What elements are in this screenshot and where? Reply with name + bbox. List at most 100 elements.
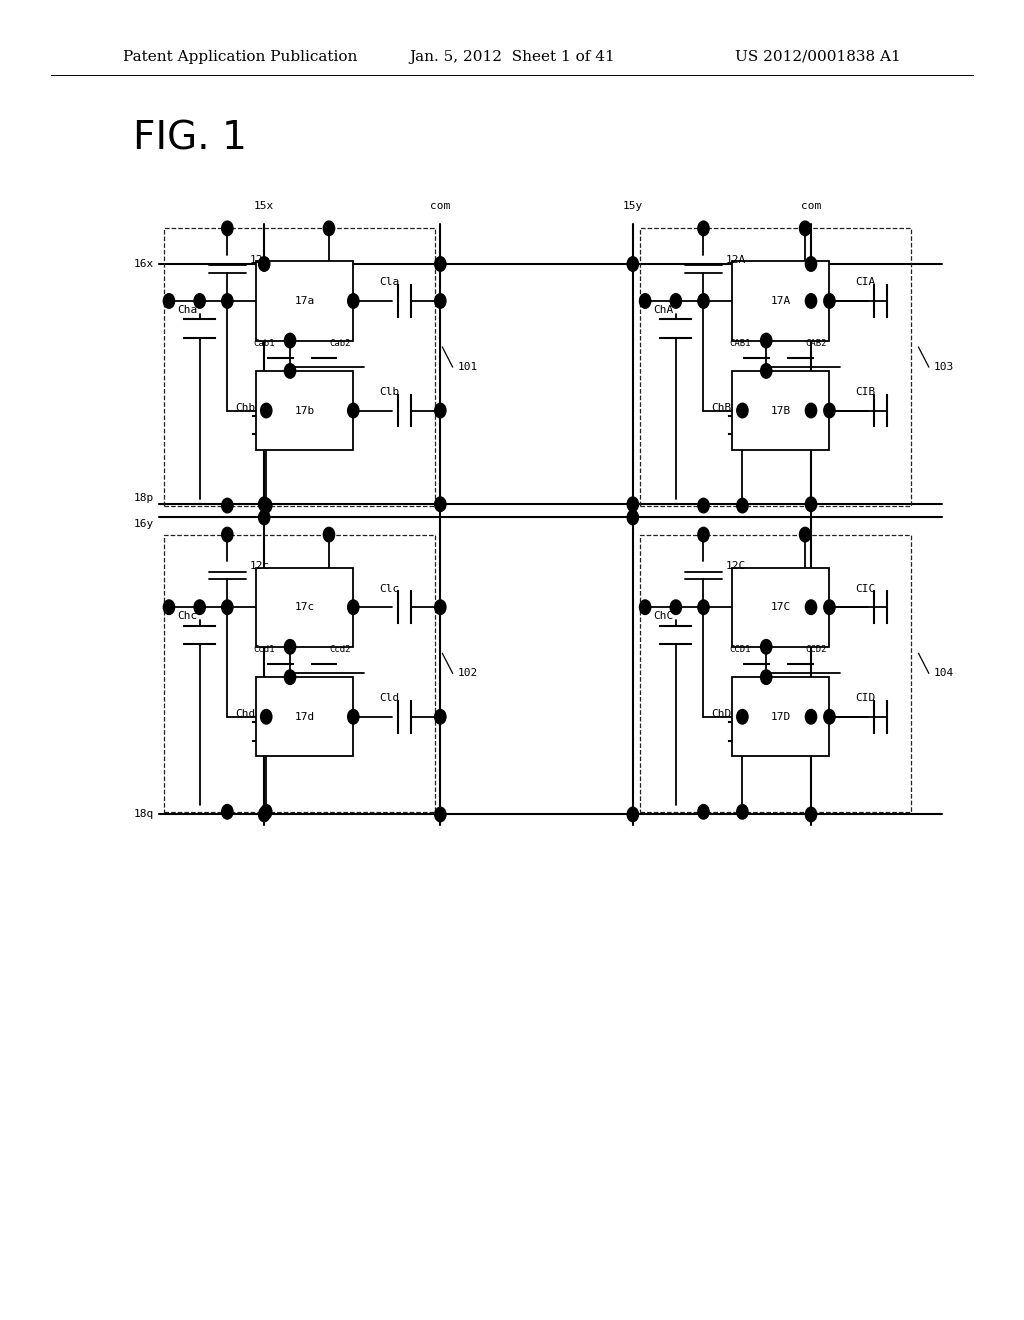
Circle shape xyxy=(195,293,205,308)
Circle shape xyxy=(671,599,682,614)
Text: Clc: Clc xyxy=(379,583,399,594)
Bar xyxy=(732,261,829,341)
Circle shape xyxy=(737,710,748,725)
Text: Jan. 5, 2012  Sheet 1 of 41: Jan. 5, 2012 Sheet 1 of 41 xyxy=(410,50,614,63)
Text: 102: 102 xyxy=(458,668,478,678)
Bar xyxy=(164,535,435,812)
Circle shape xyxy=(195,599,205,614)
Circle shape xyxy=(434,599,446,614)
Circle shape xyxy=(627,511,639,525)
Circle shape xyxy=(285,639,296,653)
Circle shape xyxy=(221,499,233,513)
Bar xyxy=(732,677,829,756)
Text: 17A: 17A xyxy=(771,296,791,306)
Text: ChD: ChD xyxy=(712,709,732,719)
Bar xyxy=(256,371,353,450)
Circle shape xyxy=(258,256,270,272)
Text: Cha: Cha xyxy=(177,305,198,315)
Circle shape xyxy=(698,222,709,236)
Circle shape xyxy=(221,222,233,236)
Circle shape xyxy=(260,404,272,417)
Text: Chd: Chd xyxy=(236,709,256,719)
Text: Cab1: Cab1 xyxy=(254,339,275,347)
Circle shape xyxy=(221,528,233,541)
Text: Chc: Chc xyxy=(177,611,198,622)
Circle shape xyxy=(639,293,651,308)
Text: Cld: Cld xyxy=(379,693,399,704)
Circle shape xyxy=(324,222,335,236)
Circle shape xyxy=(260,804,272,818)
Circle shape xyxy=(800,222,811,236)
Circle shape xyxy=(761,363,772,378)
Text: 17C: 17C xyxy=(771,602,791,612)
Text: 16y: 16y xyxy=(133,519,154,529)
Text: Patent Application Publication: Patent Application Publication xyxy=(123,50,357,63)
Circle shape xyxy=(698,293,709,308)
Bar xyxy=(732,371,829,450)
Text: Chb: Chb xyxy=(236,403,256,413)
Text: CCD1: CCD1 xyxy=(730,645,752,653)
Text: Ccd1: Ccd1 xyxy=(254,645,275,653)
Text: ChC: ChC xyxy=(653,611,674,622)
Text: 15y: 15y xyxy=(623,201,643,211)
Text: CID: CID xyxy=(855,693,876,704)
Circle shape xyxy=(806,599,817,614)
Circle shape xyxy=(761,639,772,653)
Text: com: com xyxy=(430,201,451,211)
Text: 101: 101 xyxy=(458,362,478,372)
Text: 18p: 18p xyxy=(133,492,154,503)
Circle shape xyxy=(800,528,811,541)
Text: 17b: 17b xyxy=(295,405,314,416)
Circle shape xyxy=(434,498,446,511)
Bar xyxy=(256,677,353,756)
Text: 12c: 12c xyxy=(250,561,270,572)
Bar xyxy=(256,261,353,341)
Circle shape xyxy=(823,293,835,308)
Circle shape xyxy=(698,599,709,614)
Circle shape xyxy=(627,807,639,821)
Text: 17c: 17c xyxy=(295,602,314,612)
Circle shape xyxy=(164,293,174,308)
Circle shape xyxy=(285,671,296,684)
Circle shape xyxy=(823,710,835,725)
Circle shape xyxy=(164,599,174,614)
Circle shape xyxy=(761,671,772,684)
Text: 12A: 12A xyxy=(726,255,746,265)
Circle shape xyxy=(698,804,709,818)
Circle shape xyxy=(823,599,835,614)
Text: CIC: CIC xyxy=(855,583,876,594)
Text: ChA: ChA xyxy=(653,305,674,315)
Text: Cab2: Cab2 xyxy=(330,339,350,347)
Text: 17d: 17d xyxy=(295,711,314,722)
Text: 12a: 12a xyxy=(250,255,270,265)
Circle shape xyxy=(347,599,358,614)
Circle shape xyxy=(698,528,709,541)
Bar xyxy=(256,568,353,647)
Text: 103: 103 xyxy=(934,362,954,372)
Text: Ccd2: Ccd2 xyxy=(330,645,350,653)
Circle shape xyxy=(737,804,748,818)
Circle shape xyxy=(221,804,233,818)
Text: 17D: 17D xyxy=(771,711,791,722)
Circle shape xyxy=(434,293,446,308)
Circle shape xyxy=(260,710,272,725)
Text: com: com xyxy=(801,201,821,211)
Circle shape xyxy=(639,599,651,614)
Text: 15x: 15x xyxy=(254,201,274,211)
Circle shape xyxy=(627,498,639,511)
Circle shape xyxy=(806,807,817,821)
Text: Clb: Clb xyxy=(379,387,399,397)
Circle shape xyxy=(806,710,817,725)
Circle shape xyxy=(434,404,446,417)
Text: 16x: 16x xyxy=(133,259,154,269)
Circle shape xyxy=(285,334,296,348)
Circle shape xyxy=(285,363,296,378)
Circle shape xyxy=(698,499,709,513)
Bar xyxy=(640,228,911,506)
Text: 18q: 18q xyxy=(133,809,154,820)
Circle shape xyxy=(347,710,358,725)
Text: 17B: 17B xyxy=(771,405,791,416)
Text: FIG. 1: FIG. 1 xyxy=(133,120,247,157)
Text: CAB2: CAB2 xyxy=(805,339,826,347)
Circle shape xyxy=(258,498,270,511)
